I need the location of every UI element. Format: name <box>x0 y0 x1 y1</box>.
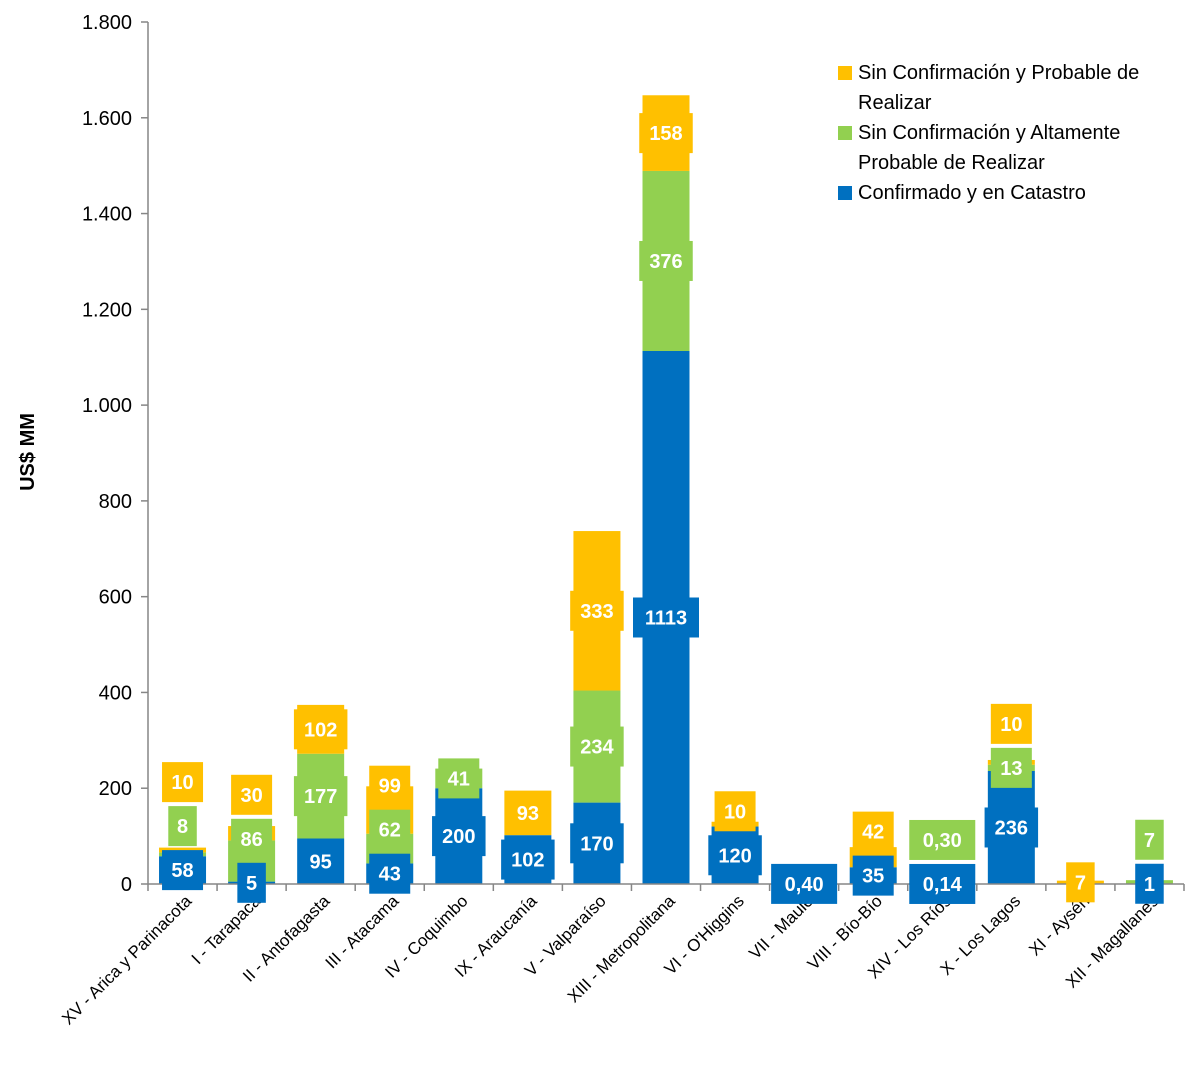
data-label: 158 <box>649 123 682 145</box>
data-label: 8 <box>177 816 188 838</box>
data-label: 13 <box>1000 758 1022 780</box>
data-label-box <box>633 597 699 638</box>
legend-item-altamente-probable: Sin Confirmación y Altamente Probable de… <box>838 118 1188 178</box>
data-label-box <box>231 818 273 859</box>
data-label-box <box>369 765 411 806</box>
data-label: 1113 <box>645 607 687 629</box>
y-axis-title: US$ MM <box>17 413 39 491</box>
y-tick-label: 1.600 <box>82 108 132 130</box>
data-label: 35 <box>862 866 884 888</box>
data-label-box <box>162 850 204 891</box>
data-label-box <box>231 774 273 815</box>
data-label-box <box>369 809 411 850</box>
data-label: 0,40 <box>785 874 824 896</box>
data-label-box <box>570 590 624 631</box>
data-label: 234 <box>580 737 614 759</box>
data-labels-layer: 5881058630951771024362992004110293170234… <box>162 113 1164 904</box>
data-label-box <box>909 863 976 904</box>
data-label: 177 <box>304 786 337 808</box>
data-label-box <box>708 835 762 876</box>
data-label-box <box>852 855 894 896</box>
data-label: 7 <box>1144 830 1155 852</box>
data-label-box <box>639 113 693 154</box>
y-tick-label: 1.400 <box>82 204 132 226</box>
data-label: 102 <box>304 719 337 741</box>
data-label: 99 <box>379 776 401 798</box>
data-label-box <box>639 240 693 281</box>
data-label-box <box>1135 863 1164 904</box>
data-label: 86 <box>240 829 262 851</box>
data-label: 43 <box>379 864 401 886</box>
data-label-box <box>1135 819 1164 860</box>
y-tick-label: 200 <box>99 778 132 800</box>
data-label: 236 <box>995 817 1028 839</box>
y-tick-label: 1.800 <box>82 12 132 34</box>
data-label: 95 <box>310 851 332 873</box>
data-label-box <box>300 841 342 882</box>
legend-label-altamente-probable: Sin Confirmación y Altamente Probable de… <box>858 122 1121 174</box>
y-tick-label: 1.200 <box>82 299 132 321</box>
data-label: 170 <box>580 833 613 855</box>
data-label: 200 <box>442 826 475 848</box>
data-label: 376 <box>649 251 682 273</box>
x-category-label: XV - Arica y Parinacota <box>58 891 195 1028</box>
data-label-box <box>168 806 197 847</box>
data-label-box <box>432 816 486 857</box>
legend-label-probable: Sin Confirmación y Probable de Realizar <box>858 62 1140 114</box>
data-label: 5 <box>246 873 257 895</box>
legend-swatch-probable <box>838 66 852 80</box>
data-label: 333 <box>580 601 613 623</box>
data-label-box <box>501 839 555 880</box>
data-label-box <box>507 792 549 833</box>
data-label-box <box>369 853 411 894</box>
data-label: 62 <box>379 820 401 842</box>
data-label-box <box>162 762 204 803</box>
data-label: 10 <box>724 801 746 823</box>
data-label: 30 <box>240 785 262 807</box>
data-label: 41 <box>448 768 470 790</box>
legend-label-confirmado: Confirmado y en Catastro <box>858 182 1086 204</box>
data-label-box <box>293 709 348 750</box>
legend-item-probable: Sin Confirmación y Probable de Realizar <box>838 58 1188 118</box>
data-label: 42 <box>862 822 884 844</box>
data-label-box <box>1066 862 1095 903</box>
data-label: 102 <box>511 850 544 872</box>
data-label: 58 <box>171 860 193 882</box>
data-label: 0,14 <box>923 874 963 896</box>
data-label-box <box>984 807 1039 848</box>
y-tick-label: 0 <box>121 874 132 896</box>
data-label: 10 <box>1000 714 1022 736</box>
data-label-box <box>771 863 838 904</box>
data-label-box <box>990 703 1032 744</box>
chart-legend: Sin Confirmación y Probable de Realizar … <box>838 58 1188 208</box>
data-label-box <box>909 819 976 860</box>
y-tick-label: 800 <box>99 491 132 513</box>
data-label: 10 <box>171 772 193 794</box>
data-label: 7 <box>1075 872 1086 894</box>
data-label: 120 <box>718 845 751 867</box>
data-label-box <box>293 776 348 817</box>
data-label-box <box>714 791 756 832</box>
legend-swatch-confirmado <box>838 186 852 200</box>
y-tick-label: 600 <box>99 587 132 609</box>
y-tick-label: 400 <box>99 682 132 704</box>
data-label-box <box>237 862 266 903</box>
data-label-box <box>570 823 624 864</box>
data-label-box <box>438 758 480 799</box>
bar-segment <box>159 847 207 853</box>
y-tick-label: 1.000 <box>82 395 132 417</box>
legend-swatch-altamente-probable <box>838 126 852 140</box>
data-label-box <box>852 811 894 852</box>
data-label: 0,30 <box>923 830 962 852</box>
data-label: 1 <box>1144 874 1155 896</box>
data-label: 93 <box>517 803 539 825</box>
data-label-box <box>990 747 1032 788</box>
legend-item-confirmado: Confirmado y en Catastro <box>838 178 1188 208</box>
data-label-box <box>570 726 624 767</box>
